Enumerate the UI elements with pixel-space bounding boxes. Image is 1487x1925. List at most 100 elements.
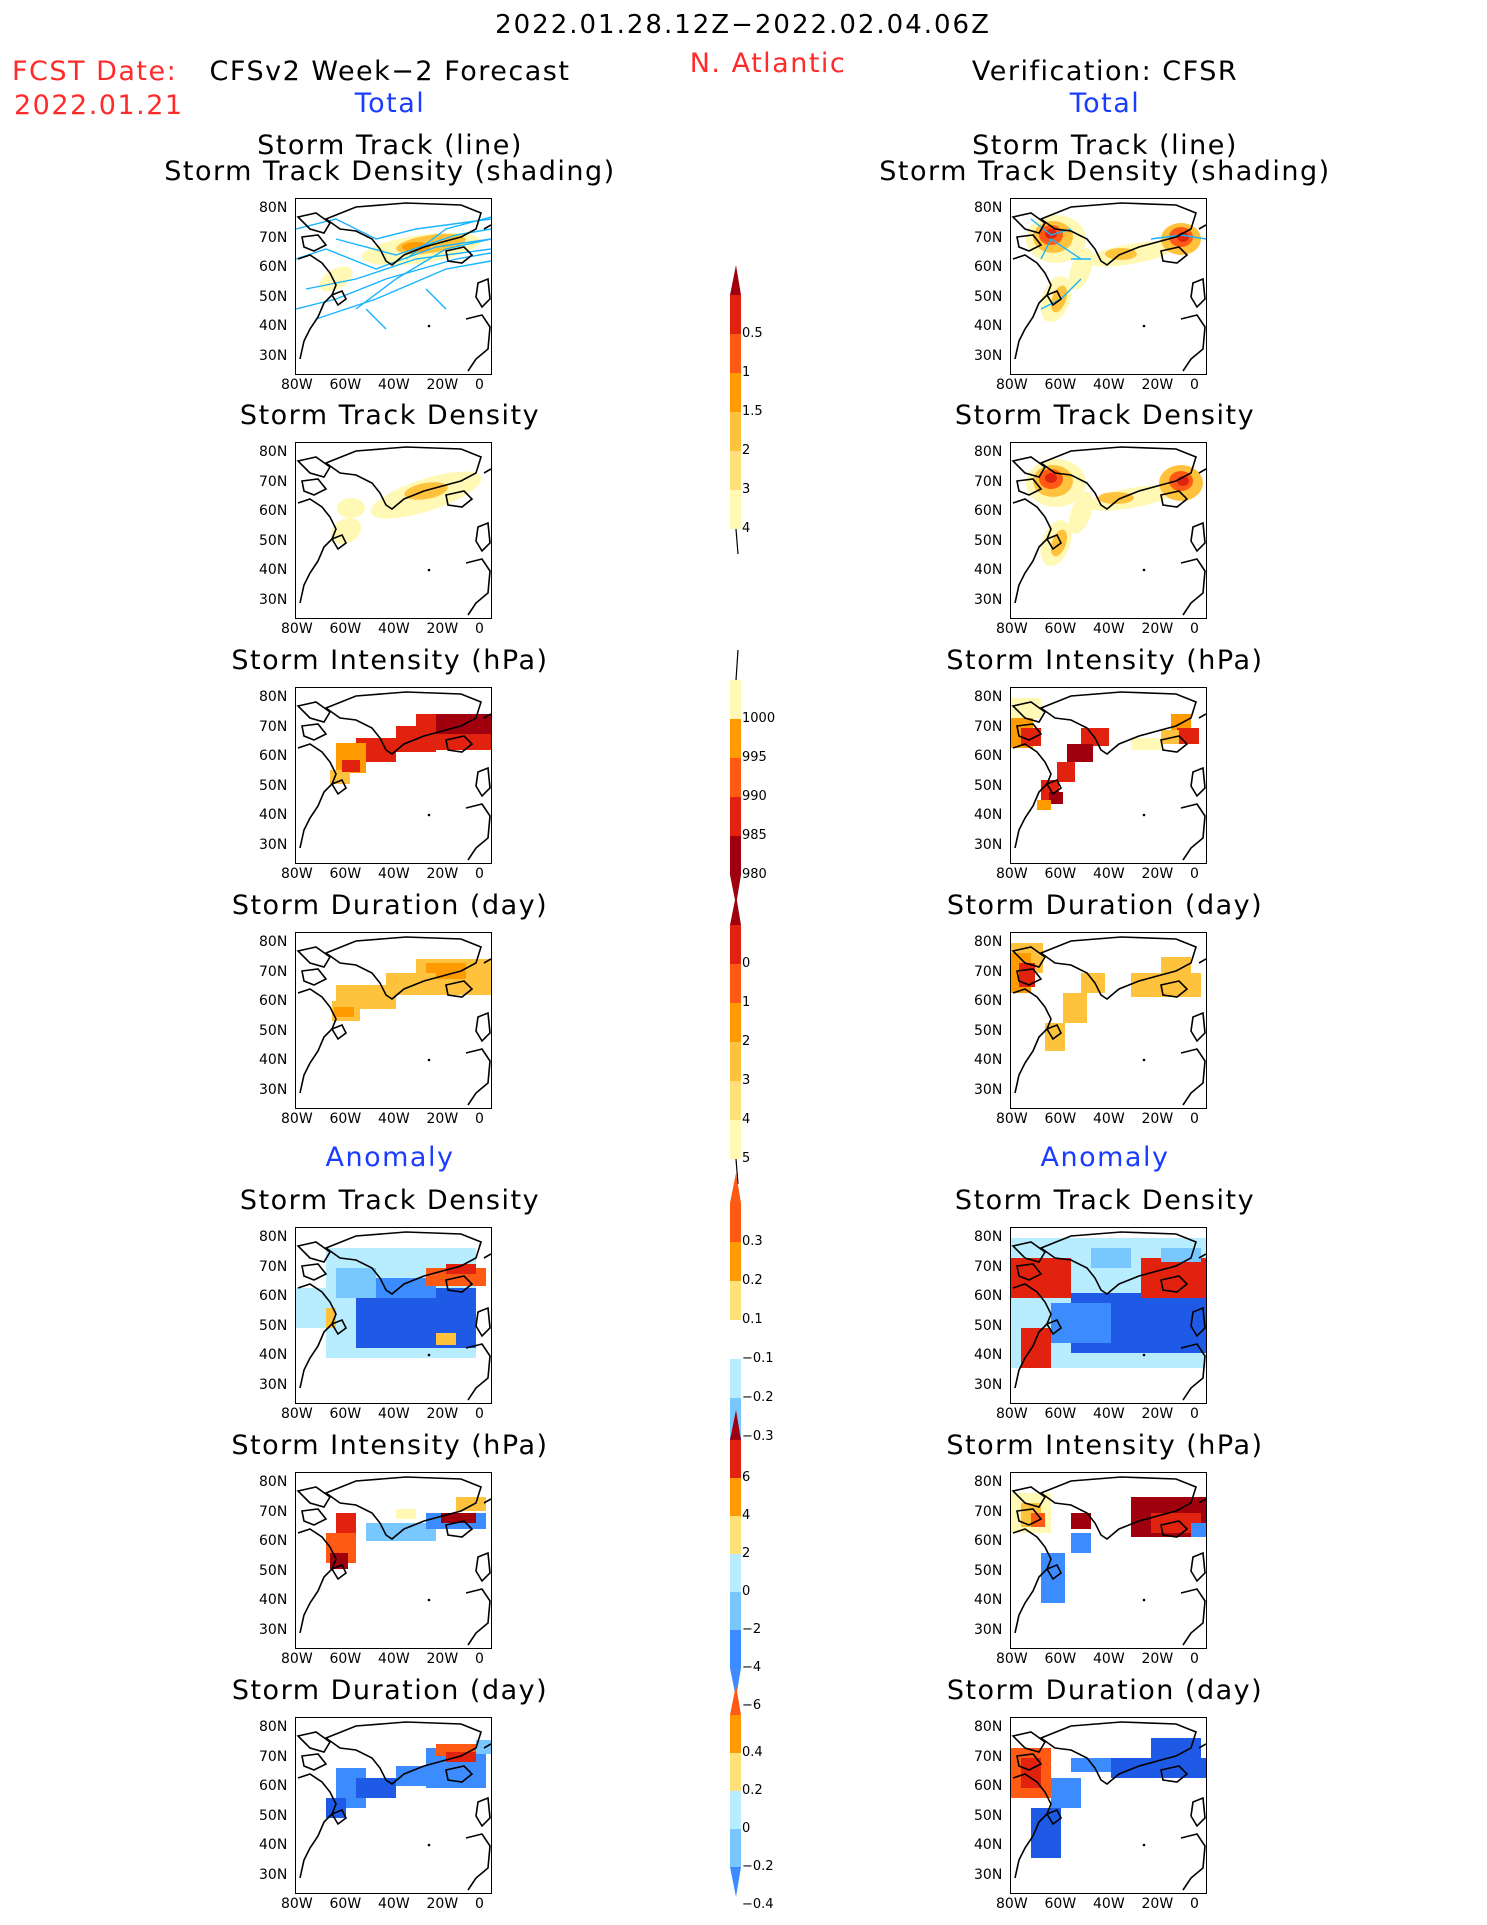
coastline [465,1048,491,1106]
lat-tick-label: 40N [974,1347,1003,1363]
shading-cell [1011,1258,1071,1298]
lon-tick-label: 60W [1044,1651,1077,1667]
coastline [297,988,337,1094]
coastline [445,246,474,264]
coastline [1180,1833,1206,1891]
coastline [301,968,328,986]
coastline [483,468,491,474]
coastline [324,202,482,266]
coastline [1011,946,1047,968]
lat-tick-label: 50N [974,777,1003,794]
colorbar-segment [730,1753,741,1791]
storm-track-line [315,260,491,320]
lon-tick-label: 40W [1093,1651,1125,1667]
coastline [1160,735,1189,753]
lon-tick-label: 0 [475,621,484,637]
panel-title: Storm Track Density [954,400,1256,431]
coastline [1016,968,1043,986]
coastline [1198,1253,1206,1259]
lat-tick-label: 30N [259,591,288,608]
lon-tick-label: 80W [281,377,313,393]
lat-tick-label: 70N [974,229,1003,246]
lat-tick-label: 80N [974,200,1003,216]
lat-tick-label: 30N [974,836,1003,853]
lon-tick-label: 40W [378,377,410,393]
lon-tick-label: 40W [1093,377,1125,393]
lon-tick-label: 0 [475,1651,484,1667]
coastline [1039,1231,1197,1295]
lat-tick-label: 60N [259,1778,288,1794]
coastline [330,1023,348,1041]
lon-tick-label: 40W [378,1406,410,1422]
lon-tick-label: 20W [426,377,459,393]
lon-tick-label: 80W [996,866,1028,882]
shading-cell [436,1333,456,1345]
lat-tick-label: 70N [974,473,1003,490]
coastline [297,743,337,849]
coastline [1190,1796,1206,1828]
panel-title: Storm Duration (day) [231,890,549,921]
colorbar-label: 4 [742,521,751,536]
colorbar-label: 990 [742,789,767,804]
lat-tick-label: 40N [259,1347,288,1363]
colorbar-intensity_anom [730,1410,741,1698]
coastline [1198,958,1206,964]
lon-tick-label: 60W [1044,621,1077,637]
coastline [1045,289,1063,307]
colorbar-label: 0 [742,1821,751,1836]
lon-tick-label: 40W [1093,1111,1125,1127]
colorbar-label: 0 [742,956,751,971]
period-title: 2022.01.28.12Z−2022.02.04.06Z [495,10,991,40]
shading-cell [1071,1758,1111,1772]
map-plot [295,1227,492,1404]
coastline [483,1498,491,1504]
lat-tick-label: 70N [974,1503,1003,1520]
coastline [296,1731,332,1753]
lon-tick-label: 60W [1044,1406,1077,1422]
shading-cell [1045,473,1057,483]
coastline [483,1253,491,1259]
coastline [1011,1486,1047,1508]
lat-tick-label: 30N [974,1376,1003,1393]
lon-tick-label: 80W [996,1651,1028,1667]
lat-tick-label: 60N [259,259,288,275]
lat-tick-label: 30N [974,1866,1003,1883]
island-dot [427,1353,431,1357]
shading-cell [1098,492,1134,504]
shading-cell [356,1778,396,1798]
lat-tick-label: 50N [259,532,288,549]
island-dot [1142,324,1146,328]
island-dot [1142,1598,1146,1602]
lat-tick-label: 30N [259,1376,288,1393]
shading-cell [334,1007,354,1017]
colorbar-label: 1 [742,995,751,1010]
lon-tick-label: 80W [996,1896,1028,1912]
colorbar-label: 0.3 [742,1234,763,1249]
shading-cell [326,1798,346,1818]
shading-cell [1051,1778,1081,1808]
lon-tick-label: 60W [329,866,362,882]
lat-tick-label: 60N [259,748,288,764]
coastline [445,1520,474,1538]
shading-cell [1031,1808,1061,1858]
coastline [1016,1263,1043,1281]
colorbar-label: 0.2 [742,1273,763,1288]
colorbar-segment [730,1829,741,1867]
coastline [1180,803,1206,861]
lat-tick-label: 50N [974,1317,1003,1334]
lon-tick-label: 0 [1190,1406,1199,1422]
colorbar-label: 1 [742,365,751,380]
colorbar-label: 980 [742,867,767,882]
lat-tick-label: 40N [974,1837,1003,1853]
coastline [1160,1275,1189,1293]
coastline [483,713,491,719]
coastline [1039,936,1197,1000]
colorbar-segment [730,412,741,451]
lat-tick-label: 40N [259,1052,288,1068]
lat-tick-label: 80N [259,1229,288,1245]
island-dot [427,1598,431,1602]
coastline [465,1343,491,1401]
shading-cell [476,1740,491,1754]
coastline [1180,1588,1206,1646]
shading-cell [342,760,360,772]
